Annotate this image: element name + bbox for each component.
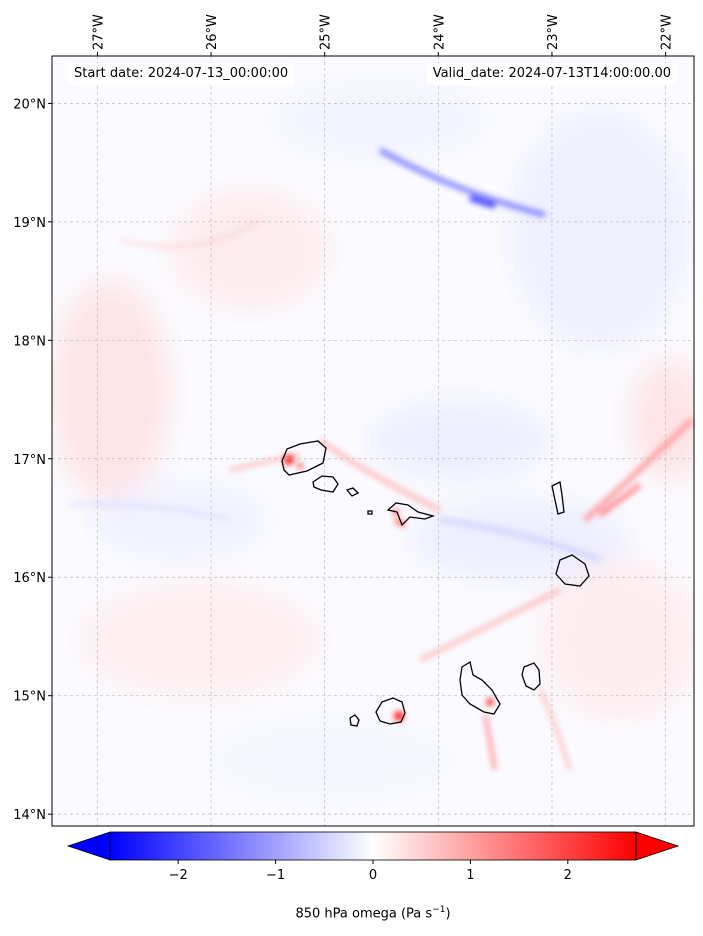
colorbar-ticks: −2 −1 0 1 2 <box>169 860 572 883</box>
lat-tick-label: 18°N <box>13 334 46 349</box>
lon-tick-label: 22°W <box>660 14 675 50</box>
island-maio <box>521 662 541 691</box>
latitude-ticks: 20°N 19°N 18°N 17°N 16°N 15°N 14°N <box>13 97 52 823</box>
longitude-ticks: 27°W 26°W 25°W 24°W 23°W 22°W <box>91 14 675 56</box>
colorbar-tick-label: 2 <box>564 868 572 883</box>
map-frame <box>51 55 695 827</box>
colorbar-tick-label: −1 <box>266 868 285 883</box>
colorbar-title-exponent: −1 <box>432 905 446 915</box>
island-sao-vicente <box>312 475 339 493</box>
island-boa-vista <box>555 554 590 587</box>
lat-tick-label: 19°N <box>13 216 46 231</box>
colorbar-min-extend <box>66 831 111 861</box>
start-date-label: Start date: 2024-07-13_00:00:00 <box>68 63 295 85</box>
colorbar-tick-label: −2 <box>169 868 188 883</box>
colorbar: −2 −1 0 1 2 <box>66 831 680 883</box>
omega-field <box>52 56 694 826</box>
lon-tick-label: 26°W <box>205 14 220 50</box>
island-fogo <box>375 697 406 725</box>
island-santo-antao <box>281 440 327 476</box>
diffuse-anomalies <box>52 80 694 800</box>
lon-tick-label: 23°W <box>546 14 561 50</box>
coastlines <box>281 440 590 727</box>
colorbar-tick-label: 1 <box>466 868 474 883</box>
lon-tick-label: 25°W <box>319 14 334 50</box>
island-sao-nicolau <box>386 502 436 527</box>
island-santiago <box>459 660 501 715</box>
lat-tick-label: 14°N <box>13 808 46 823</box>
colorbar-gradient <box>110 832 636 860</box>
lon-tick-label: 27°W <box>91 14 106 50</box>
island-sal <box>551 481 565 515</box>
valid-date-label: Valid_date: 2024-07-13T14:00:00.00 <box>426 63 677 85</box>
colorbar-title-prefix: 850 hPa omega (Pa s <box>295 906 433 922</box>
lat-tick-label: 15°N <box>13 690 46 705</box>
sharp-streaks <box>69 147 694 771</box>
colorbar-title: 850 hPa omega (Pa s−1) <box>0 905 703 921</box>
gridlines <box>52 56 694 826</box>
colorbar-tick-label: 0 <box>369 868 377 883</box>
lon-tick-label: 24°W <box>432 14 447 50</box>
island-santa-luzia <box>345 487 360 497</box>
island-brava <box>349 714 360 727</box>
lat-tick-label: 17°N <box>13 453 46 468</box>
colorbar-max-extend <box>635 831 680 861</box>
lat-tick-label: 20°N <box>13 97 46 112</box>
colorbar-title-suffix: ) <box>445 906 451 922</box>
island-branco <box>367 510 373 515</box>
lat-tick-label: 16°N <box>13 571 46 586</box>
